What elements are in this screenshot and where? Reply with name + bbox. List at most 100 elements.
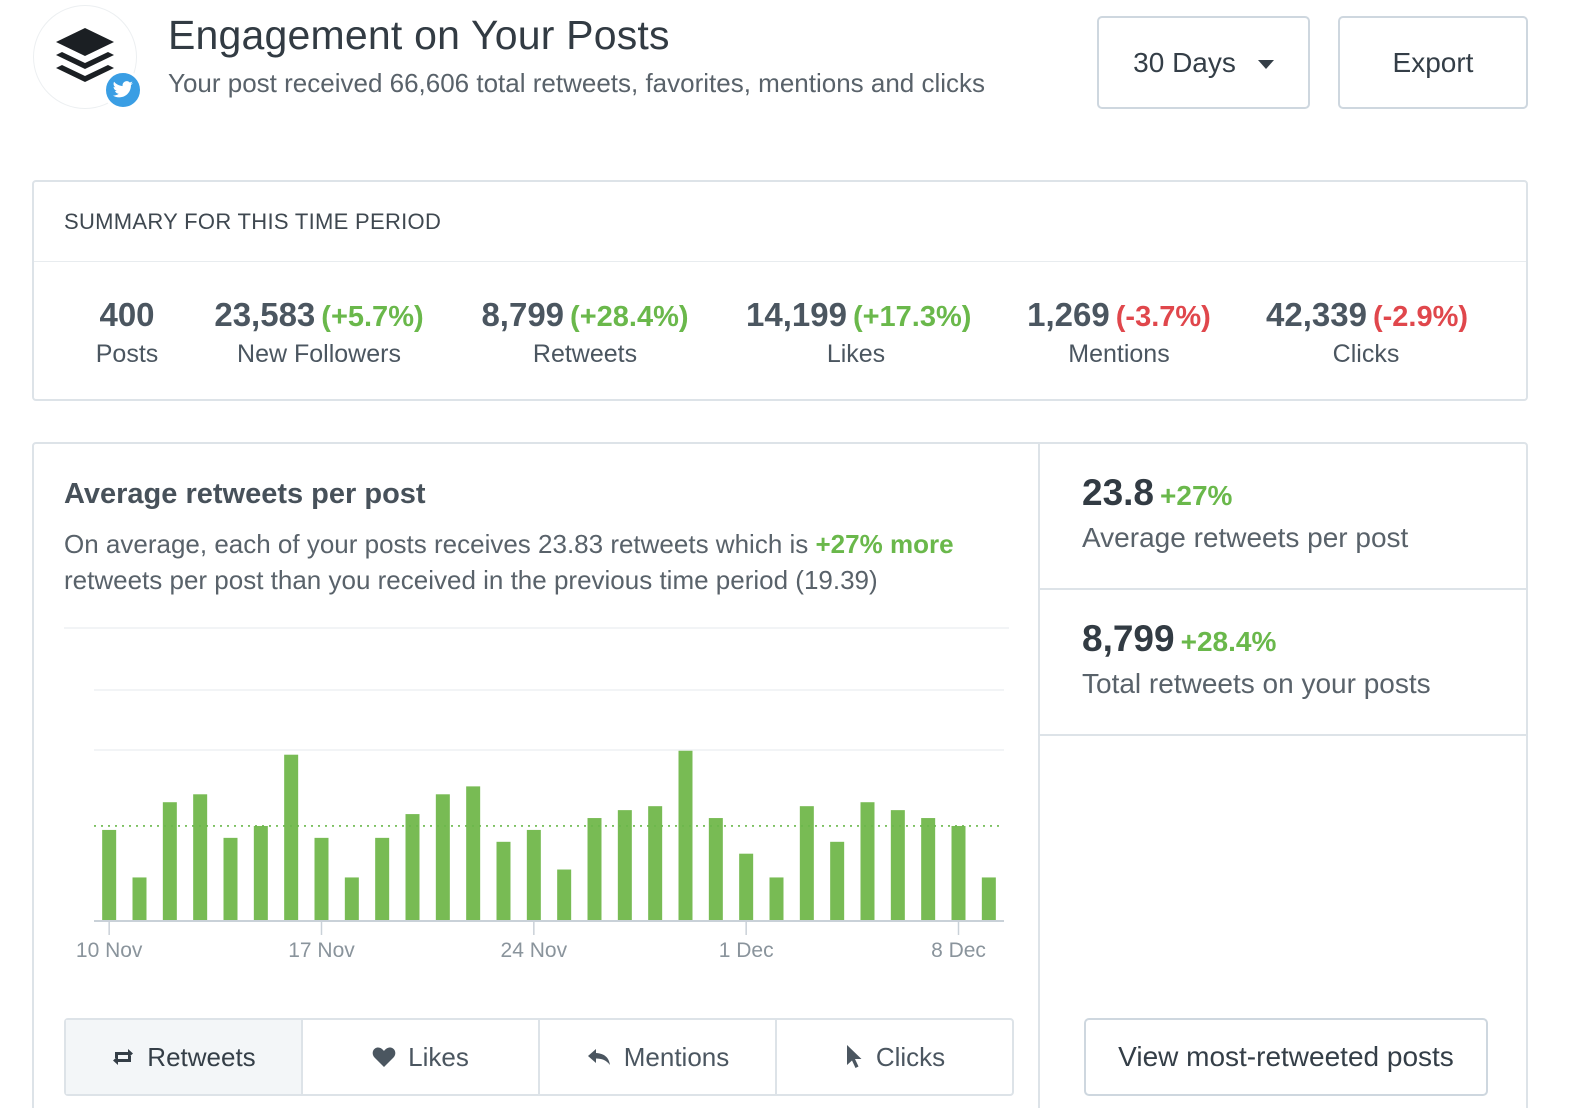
metric-value: 8,799 [1082, 618, 1175, 659]
retweet-icon [113, 1049, 134, 1065]
bar-4-dec [830, 841, 845, 921]
bar-25-nov [557, 869, 572, 921]
stat-value: 400 [99, 296, 155, 333]
metric-change: +27% [1160, 480, 1233, 511]
bar-14-nov [223, 837, 238, 921]
bar-12-nov [162, 802, 177, 921]
metric-value: 23.8 [1082, 472, 1155, 513]
metric-label: Average retweets per post [1082, 522, 1409, 553]
retweets-bar-chart: 10 Nov 17 Nov 24 Nov 1 Dec 8 Dec [64, 627, 1009, 962]
tab-label: Retweets [147, 1041, 256, 1072]
bar-16-nov [284, 754, 299, 921]
stat-retweets: 8,799 (+28.4%) Retweets [480, 296, 690, 369]
bar-8-dec [951, 825, 966, 921]
period-dropdown-label: 30 Days [1133, 46, 1236, 78]
bar-7-dec [921, 818, 936, 921]
stat-value: 14,199 [746, 296, 847, 333]
desc-text-end: retweets per post than you received in t… [64, 565, 878, 595]
retweets-panel: Average retweets per post On average, ea… [32, 442, 1528, 1108]
stat-change: (-3.7%) [1115, 301, 1211, 333]
desc-text: On average, each of your posts receives … [64, 529, 816, 559]
x-tick-label: 24 Nov [501, 939, 568, 962]
bar-15-nov [253, 825, 268, 921]
summary-heading: SUMMARY FOR THIS TIME PERIOD [34, 182, 1526, 262]
cursor-icon [846, 1045, 862, 1068]
export-button-label: Export [1392, 46, 1474, 78]
buffer-logo-icon [56, 28, 114, 82]
bar-13-nov [193, 794, 208, 921]
view-button-label: View most-retweeted posts [1118, 1041, 1454, 1072]
desc-highlight: +27% more [815, 529, 954, 559]
bar-28-nov [648, 806, 663, 921]
stat-likes: 14,199 (+17.3%) Likes [746, 296, 971, 369]
stat-posts: 400 Posts [92, 296, 162, 369]
metric-label: Total retweets on your posts [1082, 668, 1431, 699]
x-tick-label: 1 Dec [719, 939, 774, 962]
stat-value: 42,339 [1266, 296, 1367, 333]
stat-label: Retweets [532, 340, 638, 368]
summary-panel: SUMMARY FOR THIS TIME PERIOD 400 Posts 2… [32, 180, 1528, 401]
bar-26-nov [587, 818, 602, 921]
tab-label: Likes [408, 1041, 469, 1072]
stat-change: (+28.4%) [570, 301, 689, 333]
bar-6-dec [890, 810, 905, 921]
chart-title: Average retweets per post [64, 478, 426, 510]
panel-divider [1038, 444, 1040, 1108]
stat-value: 23,583 [214, 296, 316, 333]
bar-27-nov [617, 810, 632, 921]
stat-change: (+5.7%) [321, 301, 424, 333]
tab-retweets[interactable]: Retweets [66, 1020, 303, 1094]
page-title: Engagement on Your Posts [168, 12, 670, 58]
stat-label: Likes [826, 340, 886, 368]
bar-30-nov [708, 818, 723, 921]
metric-tabs: Retweets Likes Mentions Clicks [64, 1018, 1014, 1096]
x-tick-label: 8 Dec [931, 939, 986, 962]
metric-change: +28.4% [1180, 626, 1277, 657]
metric-total-retweets: 8,799 +28.4% Total retweets on your posts [1040, 590, 1528, 736]
bar-21-nov [435, 794, 450, 921]
bar-3-dec [799, 806, 814, 921]
reply-icon [587, 1049, 610, 1065]
tab-label: Clicks [875, 1041, 946, 1072]
stat-value: 8,799 [481, 296, 565, 333]
tab-clicks[interactable]: Clicks [777, 1020, 1012, 1094]
bar-9-dec [981, 877, 996, 921]
bar-22-nov [466, 786, 481, 921]
stat-label: New Followers [237, 340, 401, 368]
stat-clicks: 42,339 (-2.9%) Clicks [1266, 296, 1469, 369]
bar-24-nov [526, 829, 541, 921]
x-tick-label: 17 Nov [288, 939, 355, 962]
tab-likes[interactable]: Likes [303, 1020, 540, 1094]
stat-new-followers: 23,583 (+5.7%) New Followers [214, 296, 424, 369]
stat-mentions: 1,269 (-3.7%) Mentions [1024, 296, 1214, 369]
stat-value: 1,269 [1027, 296, 1110, 333]
tab-mentions[interactable]: Mentions [540, 1020, 777, 1094]
bar-1-dec [739, 853, 754, 921]
bar-23-nov [496, 841, 511, 921]
bar-10-nov [102, 829, 117, 921]
x-tick-label: 10 Nov [76, 939, 143, 962]
period-dropdown[interactable]: 30 Days [1097, 16, 1310, 109]
stat-label: Posts [95, 340, 159, 368]
export-button[interactable]: Export [1338, 16, 1528, 109]
tab-label: Mentions [623, 1041, 730, 1072]
stat-change: (-2.9%) [1372, 301, 1469, 333]
bar-5-dec [860, 802, 875, 921]
page-subtitle: Your post received 66,606 total retweets… [168, 68, 986, 98]
view-most-retweeted-button[interactable]: View most-retweeted posts [1084, 1018, 1488, 1096]
bar-29-nov [678, 750, 693, 921]
stat-change: (+17.3%) [852, 301, 972, 333]
metric-average-retweets: 23.8 +27% Average retweets per post [1040, 444, 1528, 590]
bar-19-nov [375, 837, 390, 921]
buffer-logo [34, 6, 136, 108]
bar-11-nov [132, 877, 147, 921]
chart-description: On average, each of your posts receives … [64, 526, 1004, 598]
stat-label: Mentions [1068, 340, 1170, 368]
bar-20-nov [405, 814, 420, 921]
twitter-icon [103, 70, 143, 110]
heart-icon [372, 1047, 396, 1067]
bar-17-nov [314, 837, 329, 921]
bar-18-nov [344, 877, 359, 921]
caret-down-icon [1257, 60, 1274, 69]
stat-label: Clicks [1332, 340, 1400, 368]
